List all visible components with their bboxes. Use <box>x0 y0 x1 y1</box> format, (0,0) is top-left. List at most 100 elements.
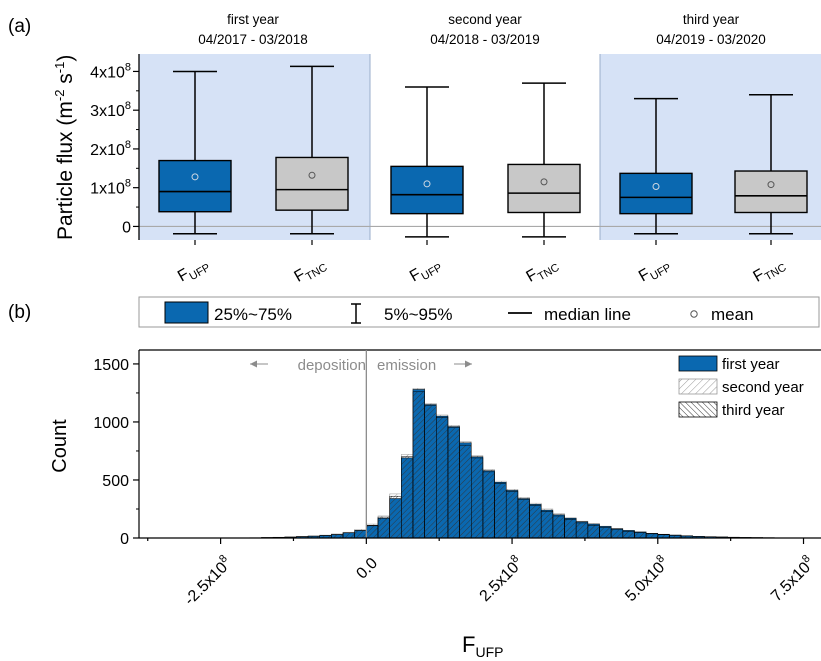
period-title-first: first year <box>227 12 279 27</box>
a-y-tick-label: 1x108 <box>90 178 131 198</box>
histogram-bar <box>412 391 425 539</box>
deposition-label: deposition <box>298 357 366 374</box>
histogram-bar <box>424 405 437 539</box>
period-range-second: 04/2018 - 03/2019 <box>430 32 540 47</box>
a-x-tick-label: FUFP <box>636 255 674 288</box>
arrow-right-head-icon <box>465 360 472 368</box>
legend-third-year-label: third year <box>722 402 785 419</box>
histogram-bar <box>587 524 600 539</box>
histogram-bar <box>471 457 484 539</box>
legend-first-year-label: first year <box>722 356 780 373</box>
histogram-bar <box>447 427 460 539</box>
histogram-bar <box>482 471 495 539</box>
b-x-ticks: -2.5x108 0.0 2.5x108 5.0x108 7.5x108 <box>147 538 818 609</box>
histogram-bar <box>505 491 519 539</box>
a-x-tick-label: FUFP <box>407 255 445 288</box>
legend-second-year-label: second year <box>722 379 804 396</box>
legend-box-swatch <box>164 301 209 324</box>
legend-whisker-icon <box>351 303 361 324</box>
legend-whisker-label: 5%~95% <box>384 305 453 324</box>
a-y-tick-label: 4x108 <box>90 61 131 81</box>
legend-mean-label: mean <box>711 305 754 324</box>
emission-label: emission <box>377 357 436 374</box>
period-range-third: 04/2019 - 03/2020 <box>656 32 766 47</box>
histogram-bars <box>139 350 821 539</box>
b-y-tick-label: 0 <box>120 531 129 548</box>
iqr-box <box>507 163 581 214</box>
legend-box-label: 25%~75% <box>214 305 292 324</box>
histogram-bar <box>610 529 624 539</box>
a-y-tick-label: 0 <box>122 219 131 236</box>
panel-a-label: (a) <box>8 16 31 37</box>
iqr-box <box>390 165 464 215</box>
histogram-bar <box>622 531 635 539</box>
box-plot <box>275 65 349 235</box>
mean-marker <box>767 181 775 189</box>
histogram-bar <box>459 444 472 539</box>
histogram-bar <box>517 499 530 539</box>
legend: 25%~75% 5%~95% median line mean <box>138 296 820 328</box>
box-plot <box>158 70 232 235</box>
period-range-first: 04/2017 - 03/2018 <box>198 32 308 47</box>
histogram-bar <box>575 522 589 539</box>
b-y-ticks: 0 500 1000 1500 <box>93 349 821 548</box>
b-x-axis-label: FUFP <box>462 632 503 660</box>
legend-frame <box>138 296 820 328</box>
box-plot <box>734 93 808 235</box>
histogram-bar <box>494 483 507 539</box>
box-plot <box>507 82 581 238</box>
b-x-tick-label: 5.0x108 <box>620 553 672 605</box>
histogram-bar <box>634 532 647 539</box>
histogram-bar <box>401 456 414 539</box>
b-x-tick-label: 7.5x108 <box>766 553 818 605</box>
a-y-axis-label: Particle flux (m-2 s-1) <box>52 55 77 240</box>
deposition-emission-annotation: deposition emission <box>250 357 472 374</box>
legend-mean-icon <box>690 310 698 318</box>
year-bands <box>138 54 821 240</box>
a-x-tick-labels: FUFP FTNC FUFP FTNC FUFP FTNC <box>175 240 789 289</box>
histogram-bar <box>540 511 554 539</box>
b-y-tick-label: 1500 <box>93 357 129 374</box>
mean-marker <box>423 180 431 188</box>
histogram-bar <box>599 527 612 539</box>
box-plots <box>158 65 808 238</box>
histogram-bar <box>377 516 390 539</box>
histogram-legend: first year second year third year <box>678 355 804 419</box>
box-plot <box>619 97 693 235</box>
histogram-bar <box>366 524 379 539</box>
histogram-bar <box>529 505 542 539</box>
a-x-tick-label: FUFP <box>175 255 213 288</box>
b-x-tick-label: 2.5x108 <box>474 553 526 605</box>
period-title-third: third year <box>683 12 740 27</box>
b-y-tick-label: 1000 <box>93 415 129 432</box>
iqr-box <box>275 156 349 211</box>
b-y-tick-label: 500 <box>102 473 129 490</box>
histogram-bar <box>436 417 449 539</box>
arrow-left-head-icon <box>250 360 257 368</box>
b-y-axis-label: Count <box>49 419 71 473</box>
period-titles: first year 04/2017 - 03/2018 second year… <box>198 12 766 47</box>
mean-marker <box>191 173 199 181</box>
b-x-tick-label: -2.5x108 <box>179 553 235 609</box>
histogram-bar <box>552 515 565 539</box>
mean-marker <box>652 183 660 191</box>
period-title-second: second year <box>448 12 522 27</box>
mean-marker <box>308 171 316 179</box>
mean-marker <box>540 178 548 186</box>
legend-first-year-swatch <box>678 355 718 372</box>
iqr-box <box>158 159 232 213</box>
a-y-tick-label: 3x108 <box>90 100 131 120</box>
panel-b-label: (b) <box>8 302 31 323</box>
box-plot <box>390 86 464 238</box>
histogram-bar <box>564 519 577 539</box>
a-x-tick-label: FTNC <box>523 255 561 289</box>
histogram-bar <box>354 530 367 539</box>
a-y-tick-label: 2x108 <box>90 139 131 159</box>
legend-median-label: median line <box>544 305 631 324</box>
iqr-box <box>734 170 808 214</box>
histogram-bar <box>389 495 402 539</box>
legend-second-year-swatch <box>678 378 718 395</box>
histogram-bar <box>342 532 355 539</box>
a-y-ticks: 0 1x108 2x108 3x108 4x108 <box>90 61 139 236</box>
